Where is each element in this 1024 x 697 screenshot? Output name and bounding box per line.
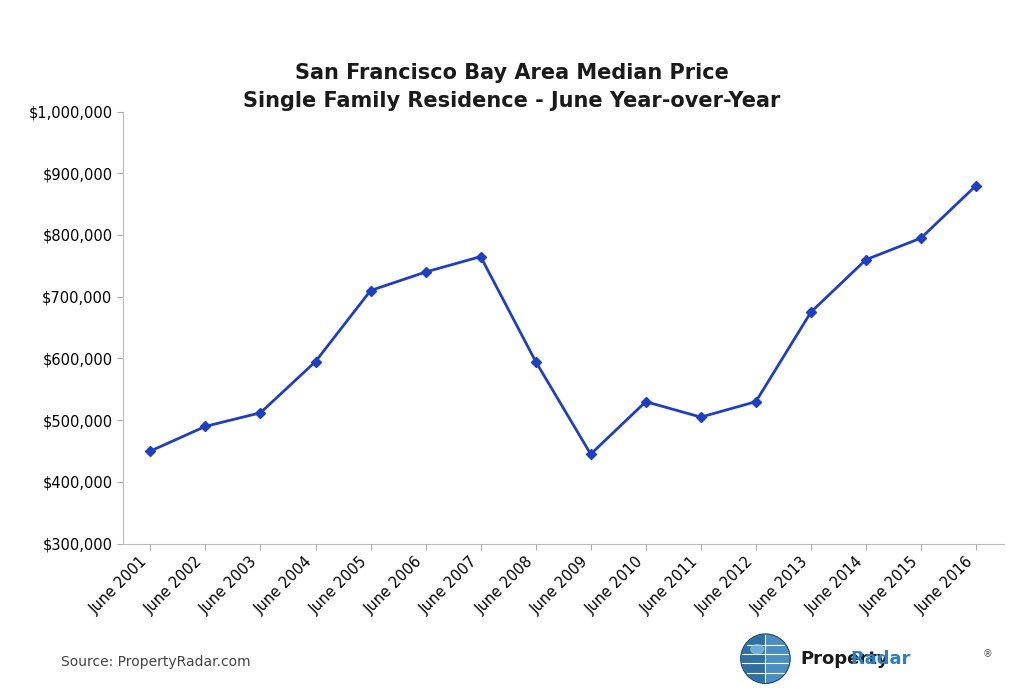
Circle shape (742, 635, 788, 682)
Circle shape (740, 634, 791, 683)
Text: Radar: Radar (801, 650, 910, 668)
Text: Single Family Residence - June Year-over-Year: Single Family Residence - June Year-over… (244, 91, 780, 111)
Text: ®: ® (983, 649, 993, 659)
Ellipse shape (751, 645, 764, 654)
Wedge shape (742, 635, 766, 682)
Text: Property: Property (801, 650, 890, 668)
Text: San Francisco Bay Area Median Price: San Francisco Bay Area Median Price (295, 63, 729, 83)
Text: Source: PropertyRadar.com: Source: PropertyRadar.com (61, 655, 251, 669)
